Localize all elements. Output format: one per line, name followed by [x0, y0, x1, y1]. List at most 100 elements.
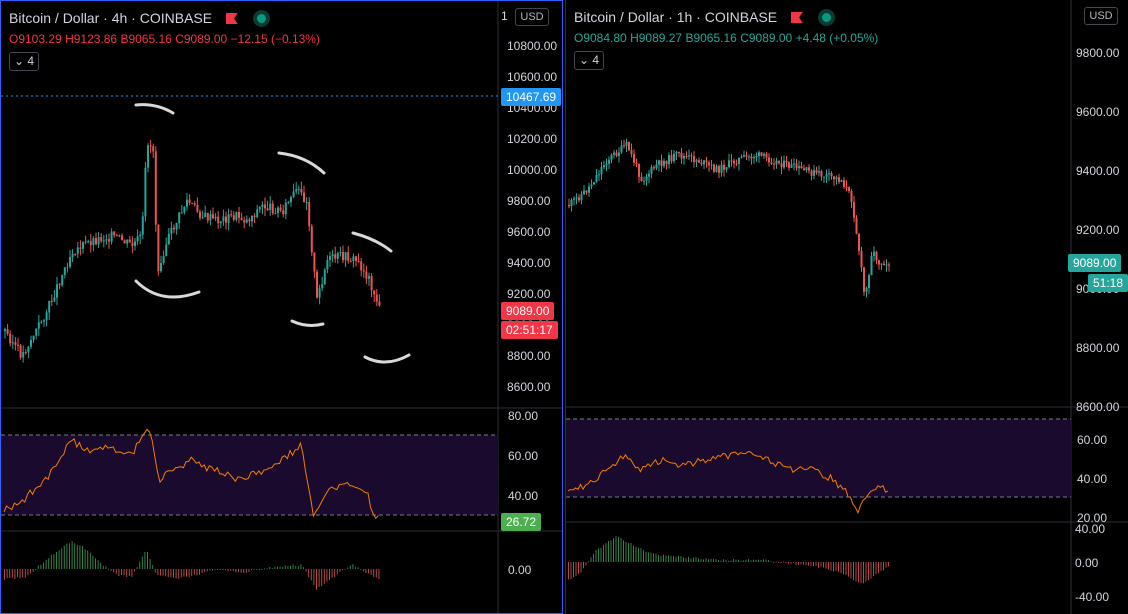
histogram-bar [605, 543, 607, 562]
histogram-bar [830, 562, 832, 571]
histogram-bar [50, 554, 52, 569]
histogram-bar [633, 545, 634, 562]
chart-canvas-1h[interactable] [566, 0, 1128, 614]
candle [828, 173, 830, 175]
histogram-bar [848, 562, 849, 577]
histogram-bar [585, 562, 587, 566]
histogram-bar [82, 545, 83, 569]
histogram-bar [660, 555, 662, 562]
candle [180, 212, 183, 214]
candle [770, 162, 773, 164]
currency-button[interactable]: USD [1084, 7, 1118, 25]
histogram-bar [658, 554, 659, 562]
histogram-bar [750, 560, 752, 562]
flag-icon[interactable] [225, 13, 238, 24]
osc-axis-tick: 40.00 [1075, 522, 1106, 536]
histogram-bar [733, 559, 734, 562]
histogram-bar [860, 562, 862, 584]
chevron-down-icon: ⌄ [13, 54, 25, 68]
candle [603, 165, 605, 168]
candle [880, 263, 883, 265]
histogram-bar [227, 569, 229, 572]
histogram-bar [770, 561, 772, 563]
histogram-bar [37, 565, 39, 569]
histogram-bar [865, 562, 867, 582]
osc-axis-tick: -40.00 [1075, 590, 1110, 604]
candle [845, 186, 848, 188]
histogram-bar [673, 556, 674, 562]
candle [630, 150, 633, 154]
candle [625, 141, 628, 147]
candle [334, 254, 337, 259]
candle [740, 156, 743, 159]
candle [708, 162, 710, 166]
histogram-bar [583, 562, 584, 569]
histogram-bar [675, 556, 677, 562]
histogram-bar [48, 558, 50, 569]
candle [45, 312, 48, 321]
candle [360, 261, 363, 271]
candle [575, 197, 578, 199]
candle [9, 333, 12, 344]
candle [830, 173, 833, 177]
candle [323, 269, 326, 285]
histogram-bar [175, 569, 177, 579]
histogram-bar [623, 540, 624, 562]
price-axis-tick: 9200.00 [507, 287, 551, 301]
indicators-toggle[interactable]: ⌄ 4 [9, 52, 39, 71]
histogram-bar [685, 558, 687, 562]
indicators-toggle[interactable]: ⌄ 4 [574, 51, 604, 70]
candle [848, 187, 850, 192]
histogram-bar [11, 569, 13, 578]
horizontal-line-label[interactable]: 10467.69 [501, 88, 562, 106]
histogram-bar [305, 569, 307, 572]
symbol-legend[interactable]: Bitcoin / Dollar · 4h · COINBASE [9, 10, 267, 26]
candle [329, 256, 331, 260]
currency-button[interactable]: USD [515, 8, 549, 26]
histogram-bar [339, 569, 341, 572]
chart-pane-1h[interactable]: Bitcoin / Dollar · 1h · COINBASE O9084.8… [565, 0, 1128, 614]
histogram-bar [868, 562, 869, 581]
candle [835, 177, 838, 180]
candle [640, 176, 643, 181]
symbol-title[interactable]: Bitcoin / Dollar · 1h · COINBASE [574, 9, 778, 25]
chart-canvas-4h[interactable] [1, 1, 563, 614]
histogram-bar [162, 569, 164, 576]
candle [825, 174, 828, 177]
candle [633, 153, 635, 163]
histogram-bar [643, 550, 644, 562]
histogram-bar [225, 569, 226, 570]
candle [170, 227, 173, 234]
histogram-bar [805, 562, 807, 566]
candle [157, 224, 160, 272]
candle [113, 231, 116, 236]
candle [698, 160, 700, 163]
candle [735, 163, 738, 165]
histogram-bar [69, 543, 70, 569]
candle [693, 156, 695, 162]
flag-icon[interactable] [790, 12, 803, 23]
candle [840, 180, 843, 182]
histogram-bar [620, 537, 622, 562]
candle [738, 158, 740, 164]
histogram-bar [219, 569, 221, 570]
histogram-bar [743, 560, 744, 562]
histogram-bar [845, 562, 847, 576]
arc-annotation [134, 103, 175, 115]
price-axis-tick: 10800.00 [507, 39, 558, 53]
histogram-bar [266, 568, 268, 570]
histogram-bar [167, 569, 169, 578]
histogram-bar [157, 569, 159, 575]
histogram-bar [708, 559, 709, 562]
rsi-line [3, 428, 379, 520]
histogram-bar [570, 562, 572, 580]
candle [300, 188, 303, 193]
candle [141, 216, 144, 235]
histogram-bar [850, 562, 852, 579]
high-value: H9123.86 [65, 32, 118, 46]
candle [623, 145, 625, 147]
symbol-title[interactable]: Bitcoin / Dollar · 4h · COINBASE [9, 10, 213, 26]
candle [595, 175, 598, 183]
chart-pane-4h[interactable]: Bitcoin / Dollar · 4h · COINBASE O9103.2… [0, 0, 563, 614]
symbol-legend[interactable]: Bitcoin / Dollar · 1h · COINBASE [574, 9, 832, 25]
